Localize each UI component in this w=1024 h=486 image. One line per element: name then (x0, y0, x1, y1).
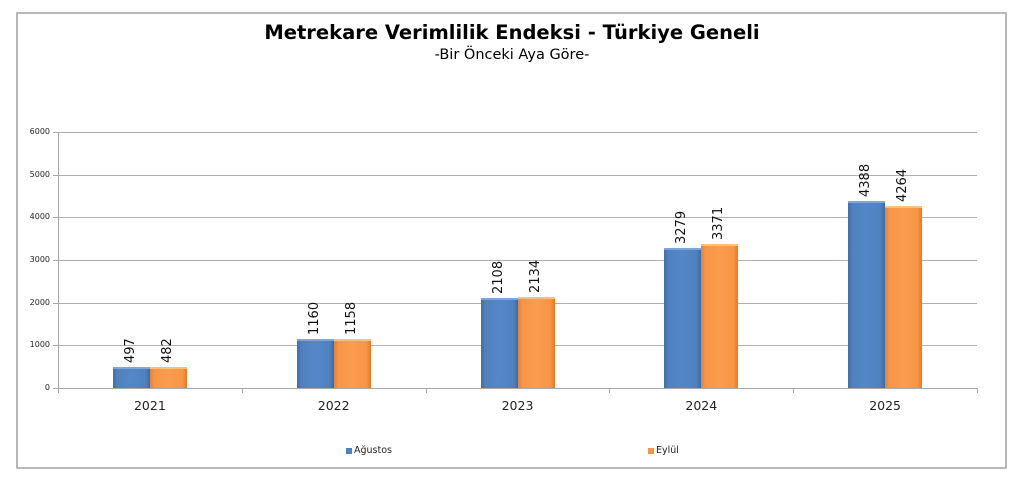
x-tick-mark (793, 388, 794, 393)
chart-frame (16, 12, 1007, 469)
data-label: 4264 (894, 168, 910, 202)
x-tick-label: 2022 (317, 398, 350, 413)
data-label: 4388 (857, 163, 873, 197)
data-label: 3371 (710, 206, 726, 240)
y-axis-line (58, 132, 59, 388)
y-tick-mark (53, 175, 58, 176)
y-tick-mark (53, 260, 58, 261)
x-tick-label: 2024 (685, 398, 718, 413)
x-axis-line (58, 388, 977, 389)
y-tick-mark (53, 217, 58, 218)
legend-label: Ağustos (354, 445, 392, 456)
data-label: 497 (122, 338, 138, 363)
gridline (58, 260, 977, 261)
data-label: 3279 (673, 210, 689, 244)
data-label: 1160 (306, 301, 322, 335)
y-tick-label: 3000 (29, 255, 50, 264)
y-tick-label: 4000 (29, 212, 50, 221)
bar-eylul-2025 (885, 206, 922, 388)
gridline (58, 132, 977, 133)
x-tick-mark (977, 388, 978, 393)
data-label: 2134 (527, 259, 543, 293)
y-tick-label: 2000 (29, 298, 50, 307)
x-tick-mark (242, 388, 243, 393)
bar-eylul-2023 (518, 297, 555, 388)
bar-eylul-2024 (701, 244, 738, 388)
y-tick-label: 0 (44, 383, 50, 392)
data-label: 1158 (343, 301, 359, 335)
x-tick-mark (609, 388, 610, 393)
gridline (58, 175, 977, 176)
y-tick-mark (53, 303, 58, 304)
y-tick-label: 6000 (29, 127, 50, 136)
legend-swatch-orange-icon (648, 447, 654, 454)
x-tick-label: 2025 (869, 398, 901, 413)
y-tick-mark (53, 345, 58, 346)
legend-swatch-blue-icon (346, 447, 352, 454)
x-tick-mark (58, 388, 59, 393)
data-label: 2108 (490, 260, 506, 294)
y-tick-mark (53, 388, 58, 389)
y-tick-mark (53, 132, 58, 133)
bar-agustos-2023 (481, 298, 518, 388)
bar-agustos-2024 (664, 248, 701, 388)
y-tick-label: 1000 (29, 340, 50, 349)
bar-agustos-2025 (848, 201, 885, 388)
y-tick-label: 5000 (29, 170, 50, 179)
x-tick-label: 2021 (133, 398, 166, 413)
bar-eylul-2022 (334, 339, 371, 388)
bar-agustos-2022 (297, 339, 334, 388)
chart-title: Metrekare Verimlilik Endeksi - Türkiye G… (264, 21, 760, 44)
data-label: 482 (159, 338, 175, 363)
chart-subtitle: -Bir Önceki Aya Göre- (434, 47, 590, 63)
gridline (58, 217, 977, 218)
x-tick-mark (426, 388, 427, 393)
x-tick-label: 2023 (501, 398, 534, 413)
bar-eylul-2021 (150, 367, 187, 388)
bar-agustos-2021 (113, 367, 150, 388)
legend-label: Eylül (656, 445, 679, 456)
legend-item-agustos: Ağustos (346, 445, 392, 456)
legend-item-eylul: Eylül (648, 445, 679, 456)
